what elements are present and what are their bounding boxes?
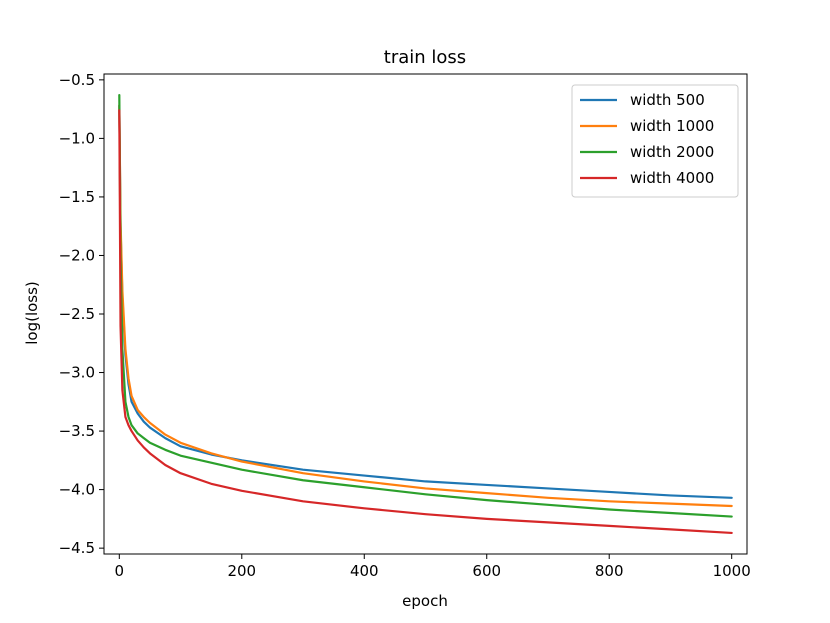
legend: width 500 width 1000 width 2000 width 4000 — [571, 84, 739, 198]
axis-ticks: 0 200 400 600 800 1000 −0.5 −1.0 −1.5 −2.0 −2.5 −3.… — [59, 71, 751, 580]
y-tick-label: −3.5 — [59, 422, 95, 440]
y-axis-title: log(loss) — [23, 281, 41, 345]
legend-box — [571, 84, 739, 198]
series-line-width-4000 — [118, 109, 733, 535]
x-tick-label: 600 — [472, 562, 501, 580]
legend-label-width-1000: width 1000 — [630, 117, 714, 135]
x-tick-label: 200 — [227, 562, 256, 580]
y-tick-label: −1.0 — [59, 129, 95, 147]
series-line-width-2000 — [118, 93, 733, 518]
x-axis-title: epoch — [402, 592, 448, 610]
y-tick-label: −0.5 — [59, 71, 95, 89]
x-tick-label: 1000 — [713, 562, 751, 580]
y-tick-label: −2.5 — [59, 305, 95, 323]
y-tick-label: −2.0 — [59, 246, 95, 264]
series-line-width-1000 — [118, 104, 733, 508]
x-tick-label: 400 — [350, 562, 379, 580]
legend-label-width-2000: width 2000 — [630, 143, 714, 161]
y-tick-label: −4.5 — [59, 539, 95, 557]
y-tick-label: −1.5 — [59, 188, 95, 206]
plot-frame — [103, 73, 748, 555]
y-tick-label: −3.0 — [59, 364, 95, 382]
series-lines — [118, 93, 733, 535]
x-tick-label: 800 — [595, 562, 624, 580]
y-tick-label: −4.0 — [59, 481, 95, 499]
legend-label-width-500: width 500 — [630, 91, 705, 109]
legend-label-width-4000: width 4000 — [630, 169, 714, 187]
chart-title: train loss — [384, 47, 466, 68]
x-tick-label: 0 — [115, 562, 125, 580]
